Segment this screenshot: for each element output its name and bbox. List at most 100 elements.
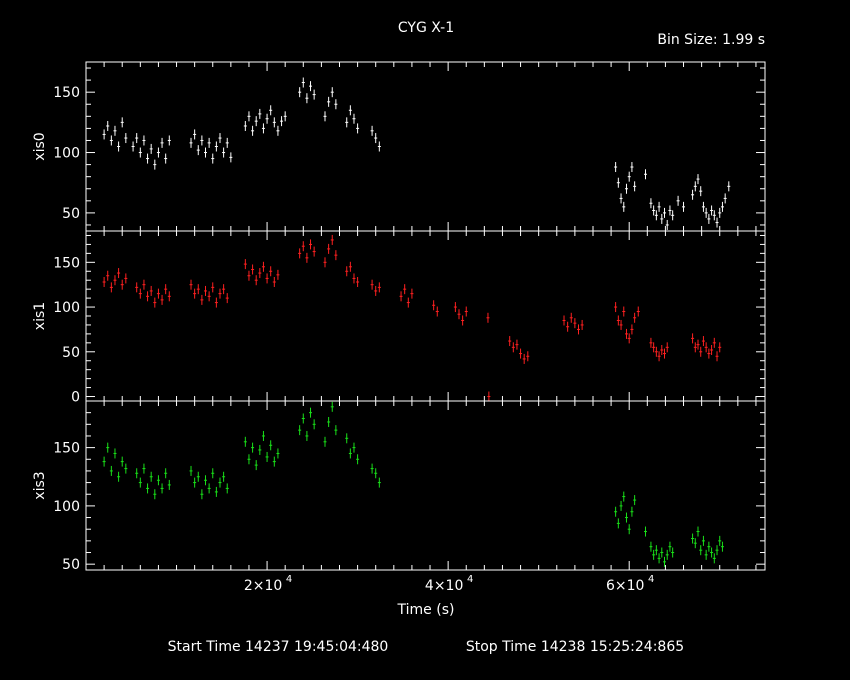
xis1-point <box>269 266 273 277</box>
xis0-point <box>305 93 309 104</box>
xis1-point <box>102 277 106 287</box>
xis3-point <box>243 436 247 447</box>
xis0-point <box>113 125 117 136</box>
xis3-point <box>146 483 150 494</box>
xis1-point <box>109 282 113 293</box>
xis0-point <box>251 125 255 136</box>
x-axis-label: Time (s) <box>397 602 455 618</box>
xis0-point <box>229 152 233 163</box>
xis3-point <box>665 549 669 560</box>
xis0-point <box>247 111 251 122</box>
xis3-point <box>330 401 334 412</box>
xis3-point <box>138 477 142 488</box>
xis3-point <box>643 526 647 537</box>
xis1-point <box>348 261 352 272</box>
xis3-frame <box>85 400 766 571</box>
xis3-point <box>193 477 197 488</box>
xis3-point <box>142 463 146 474</box>
xis0-point <box>633 181 637 192</box>
xis1-point <box>487 391 491 402</box>
xis3-point <box>109 465 113 476</box>
xis0-point <box>370 125 374 136</box>
xis3-point <box>652 549 656 560</box>
xis0-point <box>696 174 700 185</box>
xis1-point <box>265 273 269 284</box>
xis3-point <box>696 526 700 537</box>
xis3-ytick-label: 50 <box>62 557 80 573</box>
xis0-point <box>348 105 352 116</box>
xis1-point <box>222 284 226 295</box>
xis3-point <box>211 468 215 479</box>
xis0-point <box>193 129 197 140</box>
xis1-point <box>486 312 490 323</box>
xis1-point <box>657 351 661 362</box>
xis0-point <box>682 201 686 212</box>
xis1-point <box>156 288 160 299</box>
xis1-point <box>261 261 265 272</box>
xis0-point <box>149 143 153 154</box>
xis1-point <box>453 302 457 313</box>
xis3-point <box>189 465 193 476</box>
xis0-point <box>704 207 708 218</box>
xis1-point <box>251 264 255 275</box>
xis3-point <box>630 506 634 517</box>
xis0-point <box>377 141 381 152</box>
xis1-point <box>665 342 669 353</box>
x-tick-label: 4×10 <box>425 578 463 594</box>
xis1-point <box>327 243 331 254</box>
xis0-point <box>727 181 731 192</box>
xis0-point <box>654 210 658 221</box>
xis0-point <box>657 201 661 212</box>
xis3-point <box>715 545 719 556</box>
xis1-point <box>214 297 218 308</box>
xis1-point <box>406 297 410 308</box>
xis1-point <box>309 239 313 250</box>
xis3-point <box>633 495 637 506</box>
xis1-point <box>160 294 164 305</box>
xis1-point <box>312 246 316 257</box>
xis0-point <box>283 111 287 122</box>
xis1-point <box>627 333 631 344</box>
xis0-point <box>272 117 276 128</box>
xis3-point <box>298 425 302 436</box>
x-tick-label: 6×10 <box>606 578 644 594</box>
xis1-point <box>374 285 378 296</box>
xis1-point <box>113 275 117 286</box>
xis0-point <box>117 141 121 152</box>
xis0-point <box>691 189 695 200</box>
xis3-point <box>167 479 171 490</box>
xis0-point <box>120 117 124 128</box>
xis1-point <box>258 268 262 279</box>
xis3-point <box>616 518 620 529</box>
xis3-point <box>196 471 200 482</box>
xis1-point <box>569 312 573 323</box>
x-tick-labels: 2×10 4 4×10 4 6×10 4 <box>244 574 655 594</box>
xis0-point <box>222 147 226 158</box>
xis1-point <box>323 257 327 268</box>
xis1-point <box>167 291 171 302</box>
xis3-point <box>356 454 360 465</box>
xis3-point <box>377 477 381 488</box>
xis1-point <box>120 279 124 290</box>
xis1-point <box>272 277 276 287</box>
xis1-point <box>218 288 222 299</box>
xis0-point <box>715 217 719 228</box>
xis0-point <box>298 87 302 98</box>
xis3-point <box>671 547 675 558</box>
xis3-point <box>663 556 667 567</box>
xis1-point <box>461 315 465 326</box>
xis1-point <box>410 288 414 299</box>
xis0-point <box>334 99 338 110</box>
xis1-point <box>710 345 714 355</box>
xis1-point <box>464 306 468 317</box>
xis1-point <box>200 294 204 305</box>
xis0-ytick-label: 50 <box>62 206 80 222</box>
xis0-point <box>330 87 334 98</box>
xis1-point <box>630 324 634 335</box>
xis0-point <box>660 213 664 224</box>
xis3-point <box>251 442 255 453</box>
xis3-point <box>200 489 204 500</box>
xis0-point <box>189 137 193 148</box>
xis3-ytick-label: 100 <box>53 499 80 515</box>
xis3-point <box>106 442 110 453</box>
